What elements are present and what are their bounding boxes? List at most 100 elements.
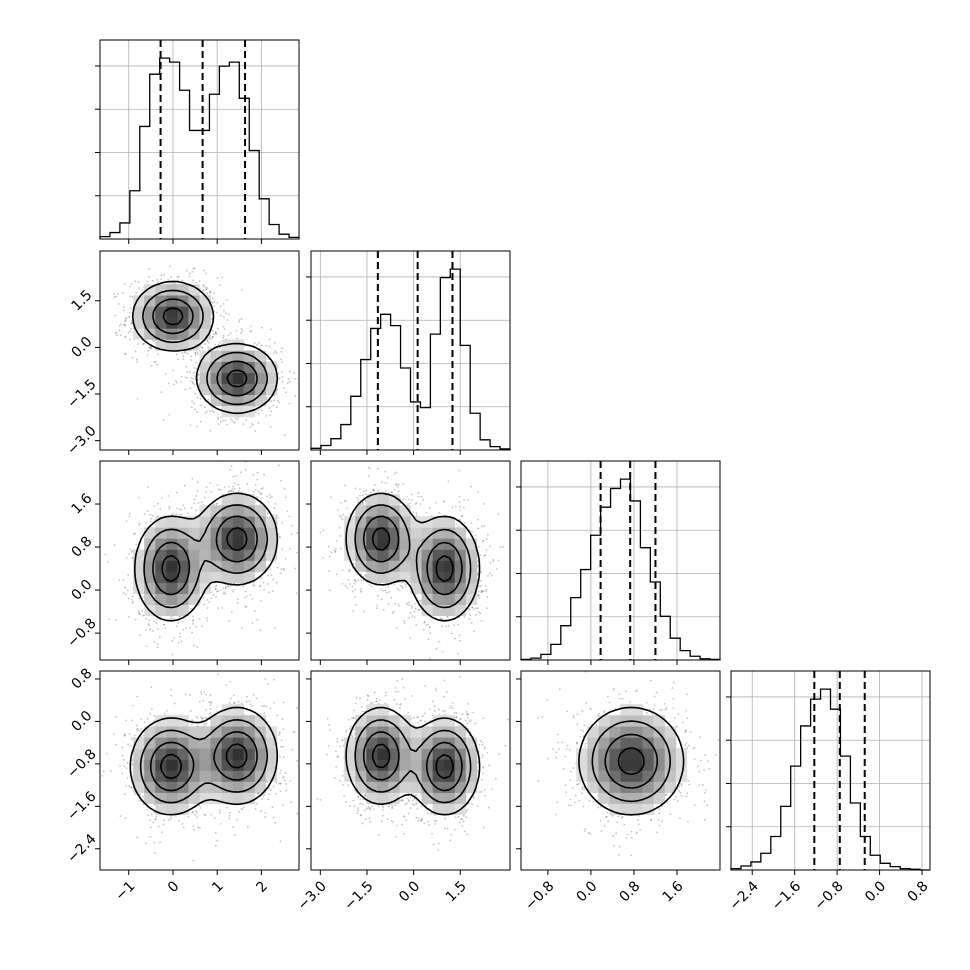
scatter-point: [377, 458, 379, 460]
scatter-point: [215, 584, 218, 587]
scatter-point: [191, 270, 194, 273]
scatter-point: [207, 398, 210, 401]
scatter-point: [223, 309, 225, 312]
density-cell: [166, 516, 178, 528]
scatter-point: [198, 617, 201, 620]
scatter-point: [211, 297, 214, 299]
scatter-point: [251, 423, 254, 425]
scatter-point: [171, 639, 174, 642]
density-cell: [155, 339, 167, 351]
density-cell: [188, 295, 200, 307]
scatter-point: [245, 594, 248, 597]
density-cell: [232, 394, 245, 407]
density-cell: [265, 361, 278, 373]
scatter-point: [227, 619, 230, 622]
density-cell: [210, 549, 222, 561]
scatter-point: [268, 493, 271, 496]
scatter-point: [236, 337, 238, 340]
scatter-point: [333, 549, 336, 552]
scatter-point: [393, 472, 396, 475]
density-cell: [177, 571, 189, 583]
scatter-point: [295, 551, 298, 554]
scatter-point: [212, 593, 215, 596]
scatter-point: [269, 414, 271, 417]
density-cell: [210, 505, 222, 517]
scatter-point: [193, 367, 196, 369]
scatter-point: [270, 410, 272, 413]
scatter-point: [183, 351, 186, 354]
scatter-point: [351, 585, 354, 588]
scatter-point: [240, 289, 243, 291]
scatter-point: [223, 591, 226, 594]
scatter-point: [384, 589, 387, 592]
scatter-point: [281, 380, 284, 383]
density-cell: [166, 582, 178, 594]
scatter-point: [475, 607, 478, 610]
scatter-point: [240, 318, 243, 320]
scatter-point: [157, 353, 159, 356]
density-cell: [254, 383, 267, 396]
scatter-point: [214, 332, 217, 335]
scatter-point: [209, 290, 212, 293]
scatter-point: [277, 464, 280, 467]
density-cell: [177, 538, 189, 550]
scatter-point: [417, 609, 420, 611]
density-cell: [254, 527, 267, 539]
scatter-point: [141, 609, 143, 612]
scatter-point: [272, 404, 275, 407]
scatter-point: [412, 511, 415, 514]
scatter-point: [128, 315, 131, 318]
density-cell: [210, 383, 222, 396]
scatter-point: [179, 635, 182, 638]
scatter-point: [274, 349, 277, 352]
density-cell: [144, 306, 156, 318]
density-cell: [243, 538, 256, 550]
scatter-point: [210, 317, 213, 320]
scatter-point: [175, 491, 178, 494]
scatter-point: [346, 507, 348, 510]
scatter-point: [186, 512, 189, 515]
scatter-point: [170, 276, 172, 279]
density-cell: [210, 394, 222, 407]
scatter-point: [296, 531, 298, 534]
density-cell: [232, 361, 245, 373]
scatter-point: [222, 336, 225, 339]
density-cell: [199, 317, 211, 329]
scatter-point: [256, 478, 259, 481]
scatter-point: [215, 590, 218, 593]
density-cell: [243, 571, 256, 583]
scatter-point: [354, 579, 357, 582]
density-cell: [243, 560, 256, 572]
scatter-point: [225, 312, 227, 315]
scatter-point: [229, 332, 232, 335]
contour-line: [134, 492, 279, 622]
density-cell: [210, 361, 222, 373]
scatter-point: [204, 286, 207, 289]
scatter-point: [480, 619, 483, 622]
density-cell: [166, 527, 178, 539]
scatter-point: [252, 473, 255, 476]
scatter-point: [211, 409, 214, 412]
scatter-point: [346, 587, 349, 590]
scatter-point: [354, 588, 357, 591]
scatter-point: [344, 484, 346, 487]
scatter-point: [148, 619, 151, 622]
scatter-point: [138, 597, 141, 600]
scatter-point: [129, 307, 132, 310]
scatter-point: [288, 380, 291, 383]
density-cell: [188, 516, 200, 528]
scatter-point: [216, 277, 219, 279]
density-cell: [199, 549, 211, 561]
scatter-point: [125, 520, 128, 523]
density-cell: [232, 571, 245, 583]
scatter-point: [219, 589, 222, 591]
scatter-point: [144, 342, 147, 345]
scatter-point: [117, 293, 119, 295]
scatter-point: [271, 590, 274, 592]
scatter-point: [265, 414, 268, 417]
scatter-point: [194, 392, 197, 395]
scatter-point: [138, 287, 140, 289]
scatter-point: [347, 578, 350, 581]
density-cell: [166, 295, 178, 307]
scatter-point: [189, 272, 191, 275]
